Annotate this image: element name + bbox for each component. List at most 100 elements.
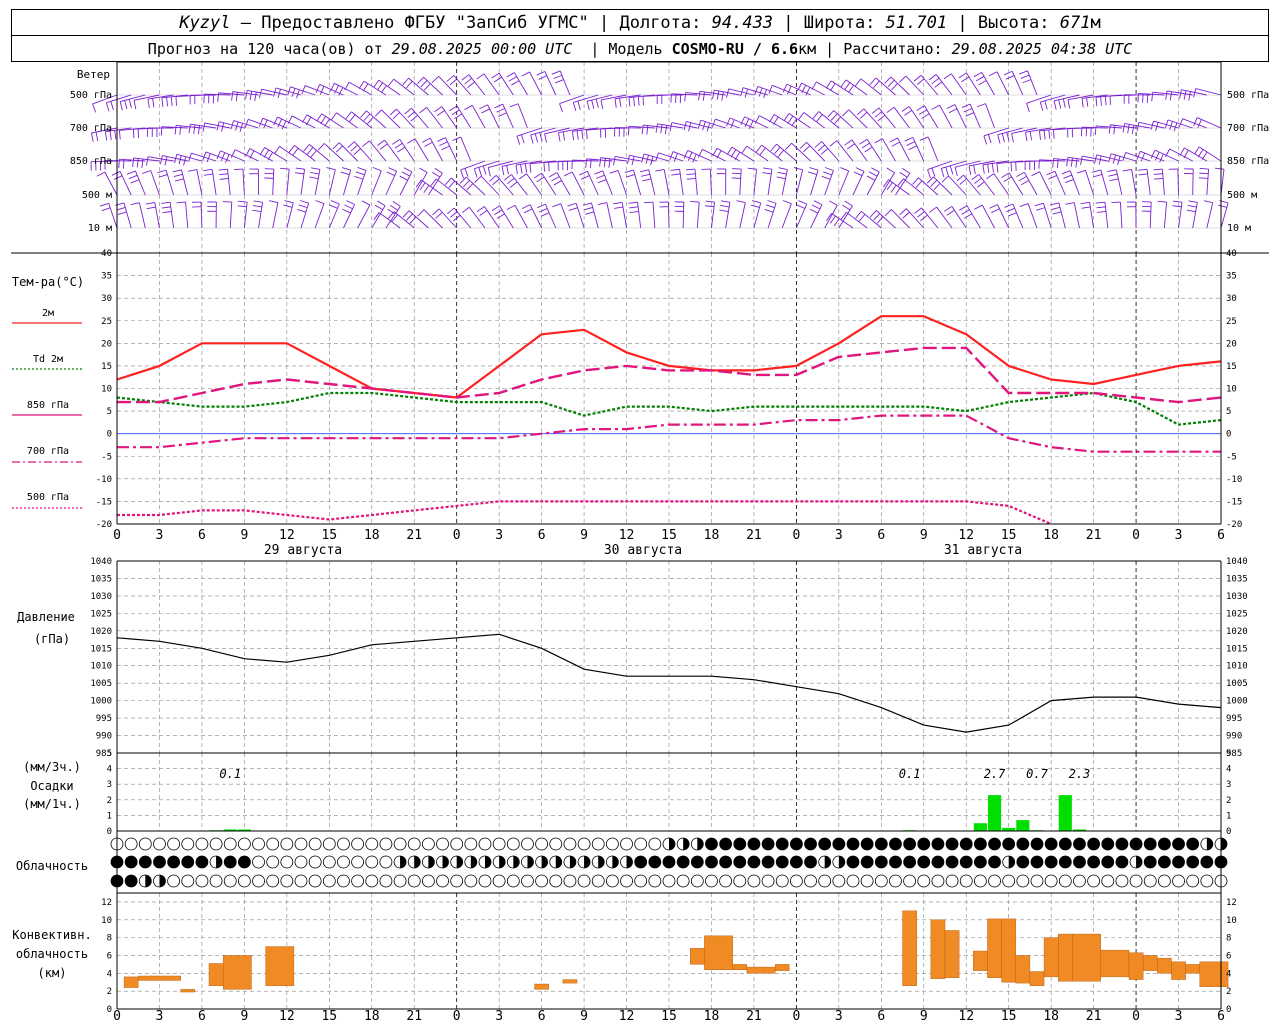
x-tick-label: 18 <box>704 528 720 543</box>
wind-barb <box>769 114 797 129</box>
wind-barb-flag <box>631 156 635 166</box>
conv-cloud-bar <box>1128 952 1144 980</box>
wind-barb <box>385 167 398 196</box>
wind-barb-flag <box>158 174 168 178</box>
wind-barb-shaft <box>950 73 967 96</box>
wind-barb-flag <box>798 200 807 205</box>
wind-barb <box>726 88 755 98</box>
wind-barb-flag <box>726 146 733 156</box>
wind-barb-flag <box>686 177 696 180</box>
wind-barb <box>762 167 773 196</box>
wind-barb-shaft <box>334 82 358 96</box>
y-tick-label: 20 <box>101 339 112 349</box>
y-tick-label: 15 <box>1226 362 1237 372</box>
conv-cloud-bar <box>208 963 224 987</box>
wind-barb <box>919 136 939 162</box>
wind-barb-shaft <box>1206 169 1210 196</box>
wind-barb <box>529 160 556 173</box>
y-tick-label: 0 <box>107 827 112 837</box>
wind-barb-flag <box>1095 201 1106 204</box>
wind-barb-flag <box>842 109 850 117</box>
wind-barb-flag <box>162 211 172 214</box>
longitude-value: 94.433 <box>711 13 774 33</box>
wind-barb <box>1141 201 1152 229</box>
wind-barb-shaft <box>161 126 188 129</box>
wind-barb <box>105 94 132 112</box>
wind-barb-flag <box>301 85 306 95</box>
wind-barb-shaft <box>421 179 443 196</box>
wind-barb-shaft <box>513 72 528 96</box>
cloud-symbol <box>252 855 265 869</box>
wind-barb-shaft <box>600 157 627 162</box>
cloud-symbol <box>634 874 648 888</box>
cloud-symbol <box>124 837 138 851</box>
wind-barb-flag <box>273 116 278 126</box>
wind-barb-shaft <box>291 115 316 129</box>
wind-level-label: 500 м <box>82 190 112 201</box>
wind-barb <box>799 141 826 162</box>
wind-barb-flag <box>1094 125 1097 135</box>
x-tick-label: 9 <box>240 528 248 543</box>
wind-barb-flag <box>754 86 759 96</box>
wind-barb-flag <box>624 169 634 173</box>
wind-barb-flag <box>188 152 192 162</box>
wind-barb <box>330 112 358 129</box>
cloud-symbol <box>719 855 733 869</box>
wind-barb-flag <box>915 180 923 188</box>
wind-barb-shaft <box>963 174 981 196</box>
wind-barb <box>1122 168 1137 196</box>
wind-barb <box>931 104 953 129</box>
wind-barb-flag <box>437 137 446 142</box>
wind-barb-flag <box>430 178 437 187</box>
wind-barb-flag <box>643 201 654 204</box>
wind-barb <box>884 76 910 96</box>
wind-barb-flag <box>764 208 774 213</box>
conv-cloud-bar <box>1185 964 1200 974</box>
wind-barb-flag <box>763 89 767 99</box>
wind-barb <box>452 136 472 162</box>
wind-barb-shaft <box>671 122 698 129</box>
wind-barb-flag <box>821 175 831 180</box>
wind-barb-flag <box>891 141 900 147</box>
cloud-symbol <box>591 837 605 851</box>
wind-barb-shaft <box>526 173 542 196</box>
wind-barb-flag <box>908 145 917 151</box>
wind-barb-flag <box>157 169 167 174</box>
wind-barb <box>504 174 528 196</box>
wind-barb <box>798 112 825 129</box>
wind-barb-flag <box>786 85 792 95</box>
wind-barb <box>783 113 811 129</box>
wind-barb-shaft <box>393 78 415 96</box>
wind-barb-flag <box>650 156 654 166</box>
wind-barb <box>340 167 352 196</box>
wind-barb-shaft <box>739 169 742 196</box>
x-tick-label: 12 <box>619 1009 635 1024</box>
wind-barb-shaft <box>176 153 203 162</box>
wind-barb <box>176 201 189 229</box>
wind-barb-flag <box>777 149 785 158</box>
wind-barb-flag <box>594 170 603 175</box>
cloud-symbol <box>308 837 322 851</box>
cloud-symbol <box>605 837 619 851</box>
y-tick-label: 0 <box>107 1005 112 1015</box>
wind-barb-shaft <box>852 171 865 196</box>
wind-barb-flag <box>1169 91 1173 101</box>
cloud-symbol <box>492 837 506 851</box>
wind-barb <box>392 139 415 162</box>
wind-barb-flag <box>1036 207 1046 211</box>
wind-barb-flag <box>174 154 178 164</box>
wind-barb-flag <box>100 202 109 207</box>
wind-barb-flag <box>961 76 970 83</box>
wind-barb-flag <box>509 103 519 108</box>
wind-barb-flag <box>854 78 862 87</box>
wind-barb <box>533 172 557 196</box>
cloud-symbol <box>733 837 747 851</box>
wind-barb-flag <box>975 76 985 82</box>
x-tick-label: 15 <box>1001 1009 1017 1024</box>
wind-barb-flag <box>619 98 622 108</box>
cloud-symbol <box>1073 874 1086 888</box>
wind-barb <box>161 201 175 229</box>
wind-barb-flag <box>459 176 467 184</box>
cloud-symbol <box>1044 874 1058 888</box>
